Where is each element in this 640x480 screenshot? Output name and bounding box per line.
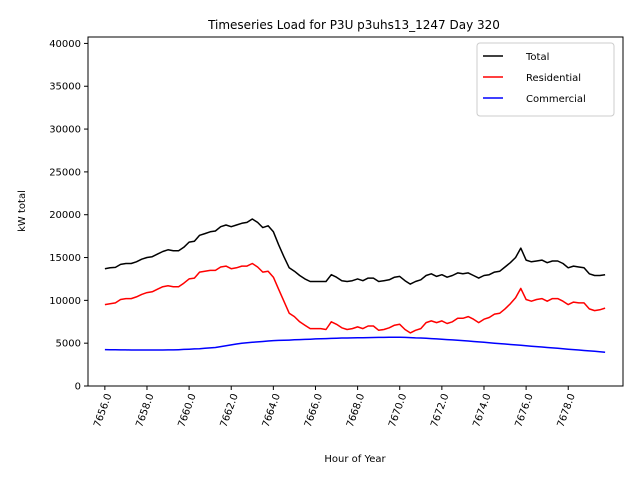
series-line-residential <box>104 262 606 334</box>
legend-frame <box>476 42 615 117</box>
legend-label-total: Total <box>525 52 549 63</box>
x-tick-label: 7668.0 <box>345 392 367 429</box>
plot-frame <box>87 36 624 387</box>
y-tick-label: 40000 <box>49 39 81 50</box>
y-tick-label: 10000 <box>49 296 81 307</box>
series-line-total <box>104 218 606 285</box>
y-axis-label: kW total <box>17 190 28 232</box>
x-tick-label: 7666.0 <box>303 392 325 429</box>
y-tick-label: 0 <box>75 382 81 393</box>
x-tick-label: 7664.0 <box>261 392 283 429</box>
plot-area <box>87 36 624 387</box>
x-tick-label: 7658.0 <box>134 392 156 429</box>
x-tick-label: 7656.0 <box>92 392 114 429</box>
y-tick-label: 25000 <box>49 167 81 178</box>
y-tick-label: 35000 <box>49 82 81 93</box>
chart-title: Timeseries Load for P3U p3uhs13_1247 Day… <box>207 18 500 32</box>
x-axis-label: Hour of Year <box>324 454 386 465</box>
y-tick-label: 30000 <box>49 125 81 136</box>
legend: Total Residential Commercial <box>476 42 615 117</box>
x-tick-label: 7676.0 <box>513 392 535 429</box>
y-tick-label: 5000 <box>56 339 81 350</box>
y-axis-ticks: 0 5000 10000 15000 20000 25000 30000 35000 40000 <box>49 39 88 393</box>
x-tick-label: 7678.0 <box>556 392 578 429</box>
y-tick-label: 15000 <box>49 253 81 264</box>
x-tick-label: 7662.0 <box>219 392 241 429</box>
x-axis-ticks: 7656.0 7658.0 7660.0 7662.0 7664.0 7666.0 7668… <box>92 386 578 429</box>
x-tick-label: 7660.0 <box>176 392 198 429</box>
legend-label-commercial: Commercial <box>526 94 586 105</box>
x-tick-label: 7674.0 <box>471 392 493 429</box>
series-line-commercial <box>104 336 606 353</box>
y-tick-label: 20000 <box>49 210 81 221</box>
x-tick-label: 7672.0 <box>429 392 451 429</box>
legend-label-residential: Residential <box>526 73 581 84</box>
x-tick-label: 7670.0 <box>387 392 409 429</box>
series-group <box>104 218 606 353</box>
